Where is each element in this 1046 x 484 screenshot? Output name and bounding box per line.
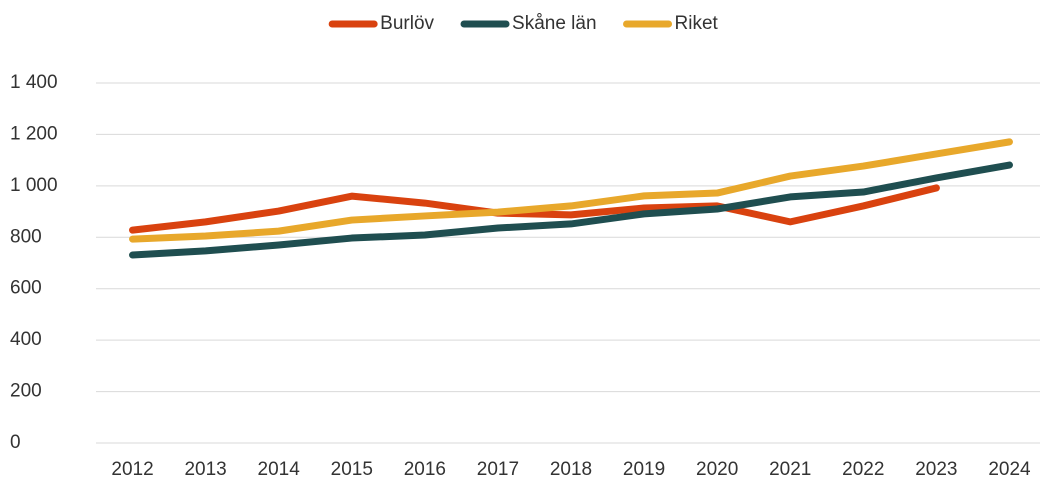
x-tick-label: 2013: [184, 459, 226, 480]
x-tick-label: 2019: [623, 459, 665, 480]
x-tick-label: 2016: [404, 459, 446, 480]
y-tick-label: 1 200: [10, 123, 58, 144]
series-line: [129, 184, 940, 234]
y-tick-label: 200: [10, 381, 42, 402]
y-tick-label: 1 000: [10, 175, 58, 196]
legend-label: Riket: [675, 13, 719, 34]
x-tick-label: 2012: [111, 459, 153, 480]
legend-label: Burlöv: [380, 13, 434, 34]
x-tick-label: 2018: [550, 459, 592, 480]
x-tick-label: 2014: [258, 459, 301, 480]
series-line: [129, 161, 1013, 259]
y-tick-label: 800: [10, 226, 42, 247]
x-tick-label: 2015: [331, 459, 373, 480]
x-tick-label: 2021: [769, 459, 811, 480]
x-tick-label: 2024: [988, 459, 1031, 480]
y-tick-label: 1 400: [10, 72, 58, 93]
y-tick-label: 0: [10, 432, 21, 453]
series-line: [129, 138, 1013, 243]
x-tick-label: 2022: [842, 459, 884, 480]
x-tick-label: 2017: [477, 459, 519, 480]
y-tick-label: 600: [10, 278, 42, 299]
x-tick-label: 2020: [696, 459, 738, 480]
x-tick-label: 2023: [915, 459, 957, 480]
legend-label: Skåne län: [512, 13, 597, 34]
y-tick-label: 400: [10, 329, 42, 350]
